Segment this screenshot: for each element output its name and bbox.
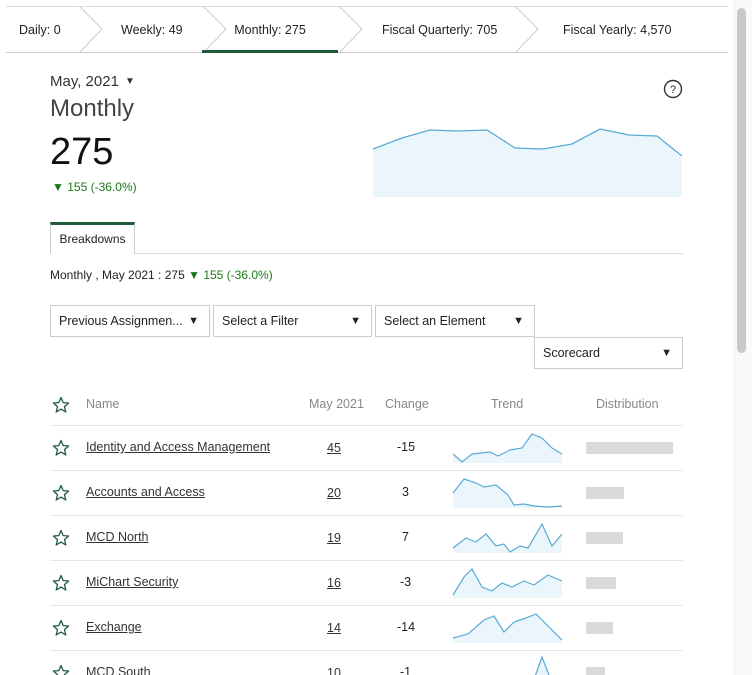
row-trend-sparkline [452,478,563,508]
row-divider [50,515,683,516]
row-divider [50,650,683,651]
distribution-bar [586,577,616,589]
col-period[interactable]: May 2021 [309,397,364,411]
row-change: -3 [400,575,412,589]
distribution-bar [586,667,605,675]
dropdown-arrow-icon: ▼ [188,315,199,327]
tab-breakdowns[interactable]: Breakdowns [50,222,135,254]
row-divider [50,425,683,426]
row-divider [50,560,683,561]
tab-weekly[interactable]: Weekly: 49 [121,23,183,37]
scrollbar-thumb[interactable] [737,8,746,353]
row-name-link[interactable]: Exchange [86,620,142,634]
row-trend-sparkline [452,613,563,643]
score-value: 275 [50,131,114,173]
period-tabs: Daily: 0 Weekly: 49 Monthly: 275 Fiscal … [6,6,728,54]
row-name-link[interactable]: Identity and Access Management [86,440,271,454]
delta-text: 155 (-36.0%) [67,180,137,194]
star-icon[interactable] [52,484,70,502]
hero-trend-chart [372,128,683,197]
help-icon[interactable]: ? [663,79,683,99]
filter-select[interactable]: Select a Filter ▼ [213,305,372,337]
star-icon[interactable] [52,664,70,675]
row-value-link[interactable]: 19 [327,531,341,545]
down-triangle-icon: ▼ [188,268,200,282]
row-value-link[interactable]: 20 [327,486,341,500]
row-change: 7 [402,530,409,544]
row-name-link[interactable]: MiChart Security [86,575,179,589]
distribution-bar [586,487,624,499]
star-icon[interactable] [52,619,70,637]
row-value-link[interactable]: 14 [327,621,341,635]
tab-monthly[interactable]: Monthly: 275 [202,7,338,53]
tab-divider [202,6,227,54]
star-icon[interactable] [52,396,70,414]
svg-text:?: ? [670,84,676,96]
row-trend-sparkline [452,522,563,553]
star-icon[interactable] [52,529,70,547]
summary-delta: 155 (-36.0%) [203,268,273,282]
element-select-value: Select an Element [384,314,486,328]
row-value-link[interactable]: 45 [327,441,341,455]
tab-fiscal-yearly[interactable]: Fiscal Yearly: 4,570 [563,23,672,37]
row-trend-sparkline [452,433,563,463]
breakdown-summary: Monthly , May 2021 : 275 ▼ 155 (-36.0%) [50,268,273,282]
row-change: -15 [397,440,416,454]
col-name[interactable]: Name [86,397,120,411]
assignment-select[interactable]: Previous Assignmen... ▼ [50,305,210,337]
row-divider [50,605,683,606]
summary-text: Monthly , May 2021 : 275 [50,268,185,282]
row-value-link[interactable]: 10 [327,666,341,675]
row-name-link[interactable]: MCD South [86,665,151,675]
row-name-link[interactable]: Accounts and Access [86,485,205,499]
row-trend-sparkline [534,655,550,675]
distribution-bar [586,442,673,454]
date-label: May, 2021 [50,73,119,90]
distribution-bar [586,532,623,544]
dropdown-arrow-icon: ▼ [513,315,524,327]
tab-fiscal-quarterly[interactable]: Fiscal Quarterly: 705 [382,23,498,37]
row-change: -1 [400,665,412,675]
caret-down-icon: ▼ [124,76,135,87]
row-change: -14 [397,620,416,634]
tab-divider [78,6,103,54]
row-value-link[interactable]: 16 [327,576,341,590]
tab-divider [514,6,539,54]
col-distribution: Distribution [596,397,659,411]
score-delta: ▼ 155 (-36.0%) [52,180,137,194]
star-icon[interactable] [52,439,70,457]
filter-select-value: Select a Filter [222,314,299,328]
assignment-select-value: Previous Assignmen... [59,314,183,328]
row-divider [50,470,683,471]
dropdown-arrow-icon: ▼ [350,315,361,327]
dropdown-arrow-icon: ▼ [661,347,672,359]
scorecard-panel: Daily: 0 Weekly: 49 Monthly: 275 Fiscal … [6,6,728,675]
down-triangle-icon: ▼ [52,180,64,194]
row-trend-sparkline [452,568,563,598]
date-selector[interactable]: May, 2021 ▼ [50,73,135,90]
col-change[interactable]: Change [385,397,429,411]
element-select[interactable]: Select an Element ▼ [375,305,535,337]
star-icon[interactable] [52,574,70,592]
tab-daily[interactable]: Daily: 0 [19,23,61,37]
period-title: Monthly [50,95,135,122]
view-select[interactable]: Scorecard ▼ [534,337,683,369]
tab-divider [338,6,363,54]
row-change: 3 [402,485,409,499]
subtab-divider [50,253,683,254]
col-trend: Trend [491,397,524,411]
row-name-link[interactable]: MCD North [86,530,149,544]
distribution-bar [586,622,613,634]
view-select-value: Scorecard [543,346,600,360]
